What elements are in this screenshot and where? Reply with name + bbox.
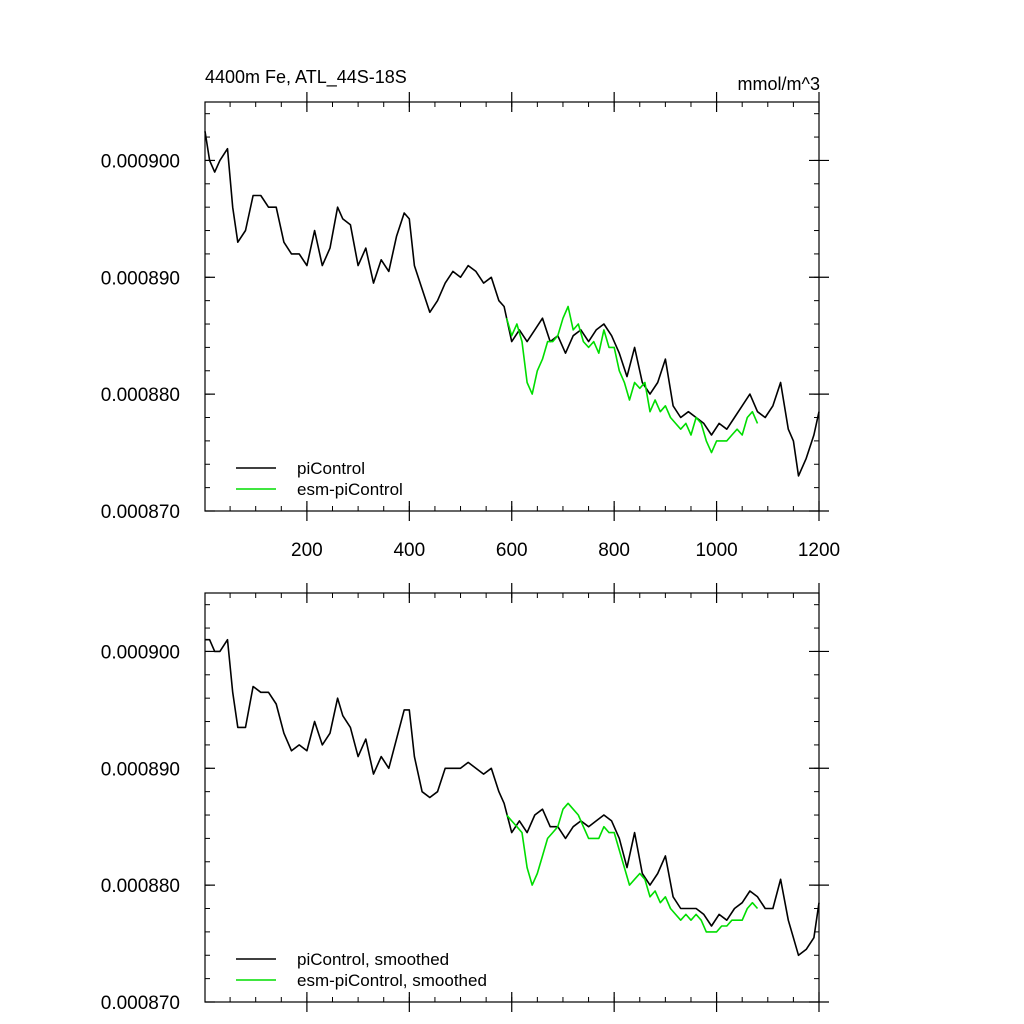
y-tick-label: 0.000890 — [101, 268, 180, 289]
x-tick-label: 200 — [291, 540, 323, 561]
plot-frame — [204, 592, 820, 1003]
plot-frame — [204, 101, 820, 512]
series-line — [505, 305, 759, 454]
y-tick-label: 0.000880 — [101, 385, 180, 406]
chart-title: 4400m Fe, ATL_44S-18S — [205, 67, 407, 88]
legend-label: esm-piControl, smoothed — [297, 971, 487, 990]
legend-label: piControl, smoothed — [297, 950, 449, 969]
x-tick-label: 1200 — [798, 540, 840, 561]
y-tick-label: 0.000900 — [101, 642, 180, 663]
x-tick-label: 600 — [496, 540, 528, 561]
series-line — [205, 638, 820, 957]
y-tick-label: 0.000900 — [101, 151, 180, 172]
units-label: mmol/m^3 — [738, 74, 820, 94]
y-tick-label: 0.000890 — [101, 759, 180, 780]
x-tick-label: 1000 — [695, 540, 737, 561]
legend-label: esm-piControl — [297, 480, 403, 499]
y-tick-label: 0.000880 — [101, 876, 180, 897]
top-panel: 200 400 600 800 1000 1200 0.000870 0.000880 0.00… — [101, 92, 840, 561]
x-tick-label: 800 — [598, 540, 630, 561]
x-tick-label: 400 — [393, 540, 425, 561]
y-tick-label: 0.000870 — [101, 993, 180, 1014]
legend-label: piControl — [297, 459, 365, 478]
bottom-panel: 0.000870 0.000880 0.000890 0.000900 piContro… — [101, 583, 829, 1014]
y-tick-label: 0.000870 — [101, 502, 180, 523]
series-line — [204, 131, 820, 477]
series-line — [505, 802, 759, 933]
